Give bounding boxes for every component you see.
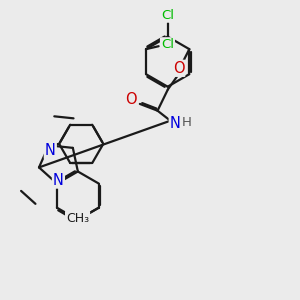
Text: CH₃: CH₃ [66,212,89,225]
Text: N: N [45,143,56,158]
Text: O: O [172,61,184,76]
Text: O: O [125,92,137,107]
Text: Cl: Cl [161,9,174,22]
Text: N: N [53,172,64,188]
Text: H: H [182,116,192,129]
Text: N: N [170,116,181,131]
Text: Cl: Cl [161,38,174,51]
